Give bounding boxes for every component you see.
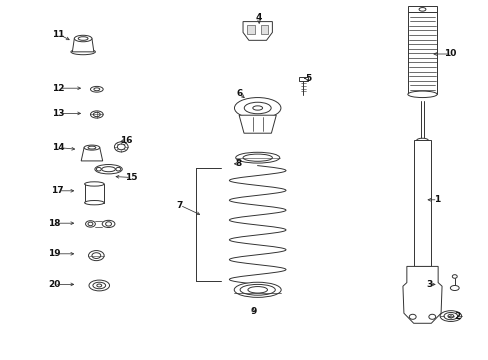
Ellipse shape [443,312,457,320]
Ellipse shape [84,201,104,205]
Text: 2: 2 [453,312,459,321]
Ellipse shape [428,314,435,319]
Ellipse shape [102,220,115,228]
Ellipse shape [89,280,109,291]
Text: 20: 20 [48,280,61,289]
FancyBboxPatch shape [413,140,430,266]
Text: 17: 17 [51,186,64,195]
Ellipse shape [105,222,111,226]
Ellipse shape [88,146,96,149]
Text: 1: 1 [434,195,440,204]
Ellipse shape [451,275,456,278]
Polygon shape [402,266,441,323]
Text: 3: 3 [426,280,431,289]
Ellipse shape [235,152,279,163]
Text: 4: 4 [255,13,262,22]
Text: 19: 19 [48,249,61,258]
FancyBboxPatch shape [407,6,436,12]
Text: 10: 10 [443,49,455,58]
Ellipse shape [85,221,95,227]
Text: 8: 8 [235,159,241,168]
Text: 5: 5 [305,74,310,83]
Ellipse shape [84,145,100,150]
Ellipse shape [94,88,100,91]
Ellipse shape [234,282,281,297]
Ellipse shape [90,111,103,118]
Ellipse shape [97,284,102,287]
Ellipse shape [114,142,128,152]
Text: 16: 16 [120,136,132,145]
Ellipse shape [416,138,427,143]
FancyBboxPatch shape [84,184,104,203]
Text: 6: 6 [236,89,242,98]
Ellipse shape [74,35,92,42]
Text: 14: 14 [52,143,65,152]
Polygon shape [239,115,276,133]
Ellipse shape [247,287,267,293]
Ellipse shape [252,106,262,110]
Text: 13: 13 [52,109,65,118]
Ellipse shape [449,285,458,291]
Text: 12: 12 [52,84,65,93]
Ellipse shape [84,182,104,186]
Ellipse shape [244,102,270,114]
Ellipse shape [447,314,453,318]
Ellipse shape [116,167,121,171]
Text: 18: 18 [48,219,61,228]
Ellipse shape [117,144,125,150]
Ellipse shape [96,167,101,171]
Ellipse shape [88,251,104,261]
Text: 15: 15 [124,173,137,182]
Ellipse shape [408,314,415,319]
Ellipse shape [418,8,425,11]
Ellipse shape [243,154,272,161]
Ellipse shape [240,284,275,295]
Polygon shape [81,148,102,161]
Polygon shape [243,22,272,40]
Ellipse shape [71,49,95,55]
FancyBboxPatch shape [260,25,268,34]
Ellipse shape [88,222,93,226]
FancyBboxPatch shape [298,77,307,81]
Ellipse shape [93,282,105,289]
FancyBboxPatch shape [246,25,254,34]
Ellipse shape [407,91,436,98]
Text: 11: 11 [52,30,65,39]
Ellipse shape [92,253,101,258]
Ellipse shape [78,37,88,40]
Polygon shape [72,39,94,52]
Ellipse shape [95,165,122,174]
Text: 9: 9 [249,307,256,316]
Ellipse shape [90,86,103,92]
Text: 7: 7 [176,201,183,210]
Ellipse shape [102,167,115,172]
Ellipse shape [234,98,280,118]
Ellipse shape [93,112,100,117]
Ellipse shape [439,311,461,321]
